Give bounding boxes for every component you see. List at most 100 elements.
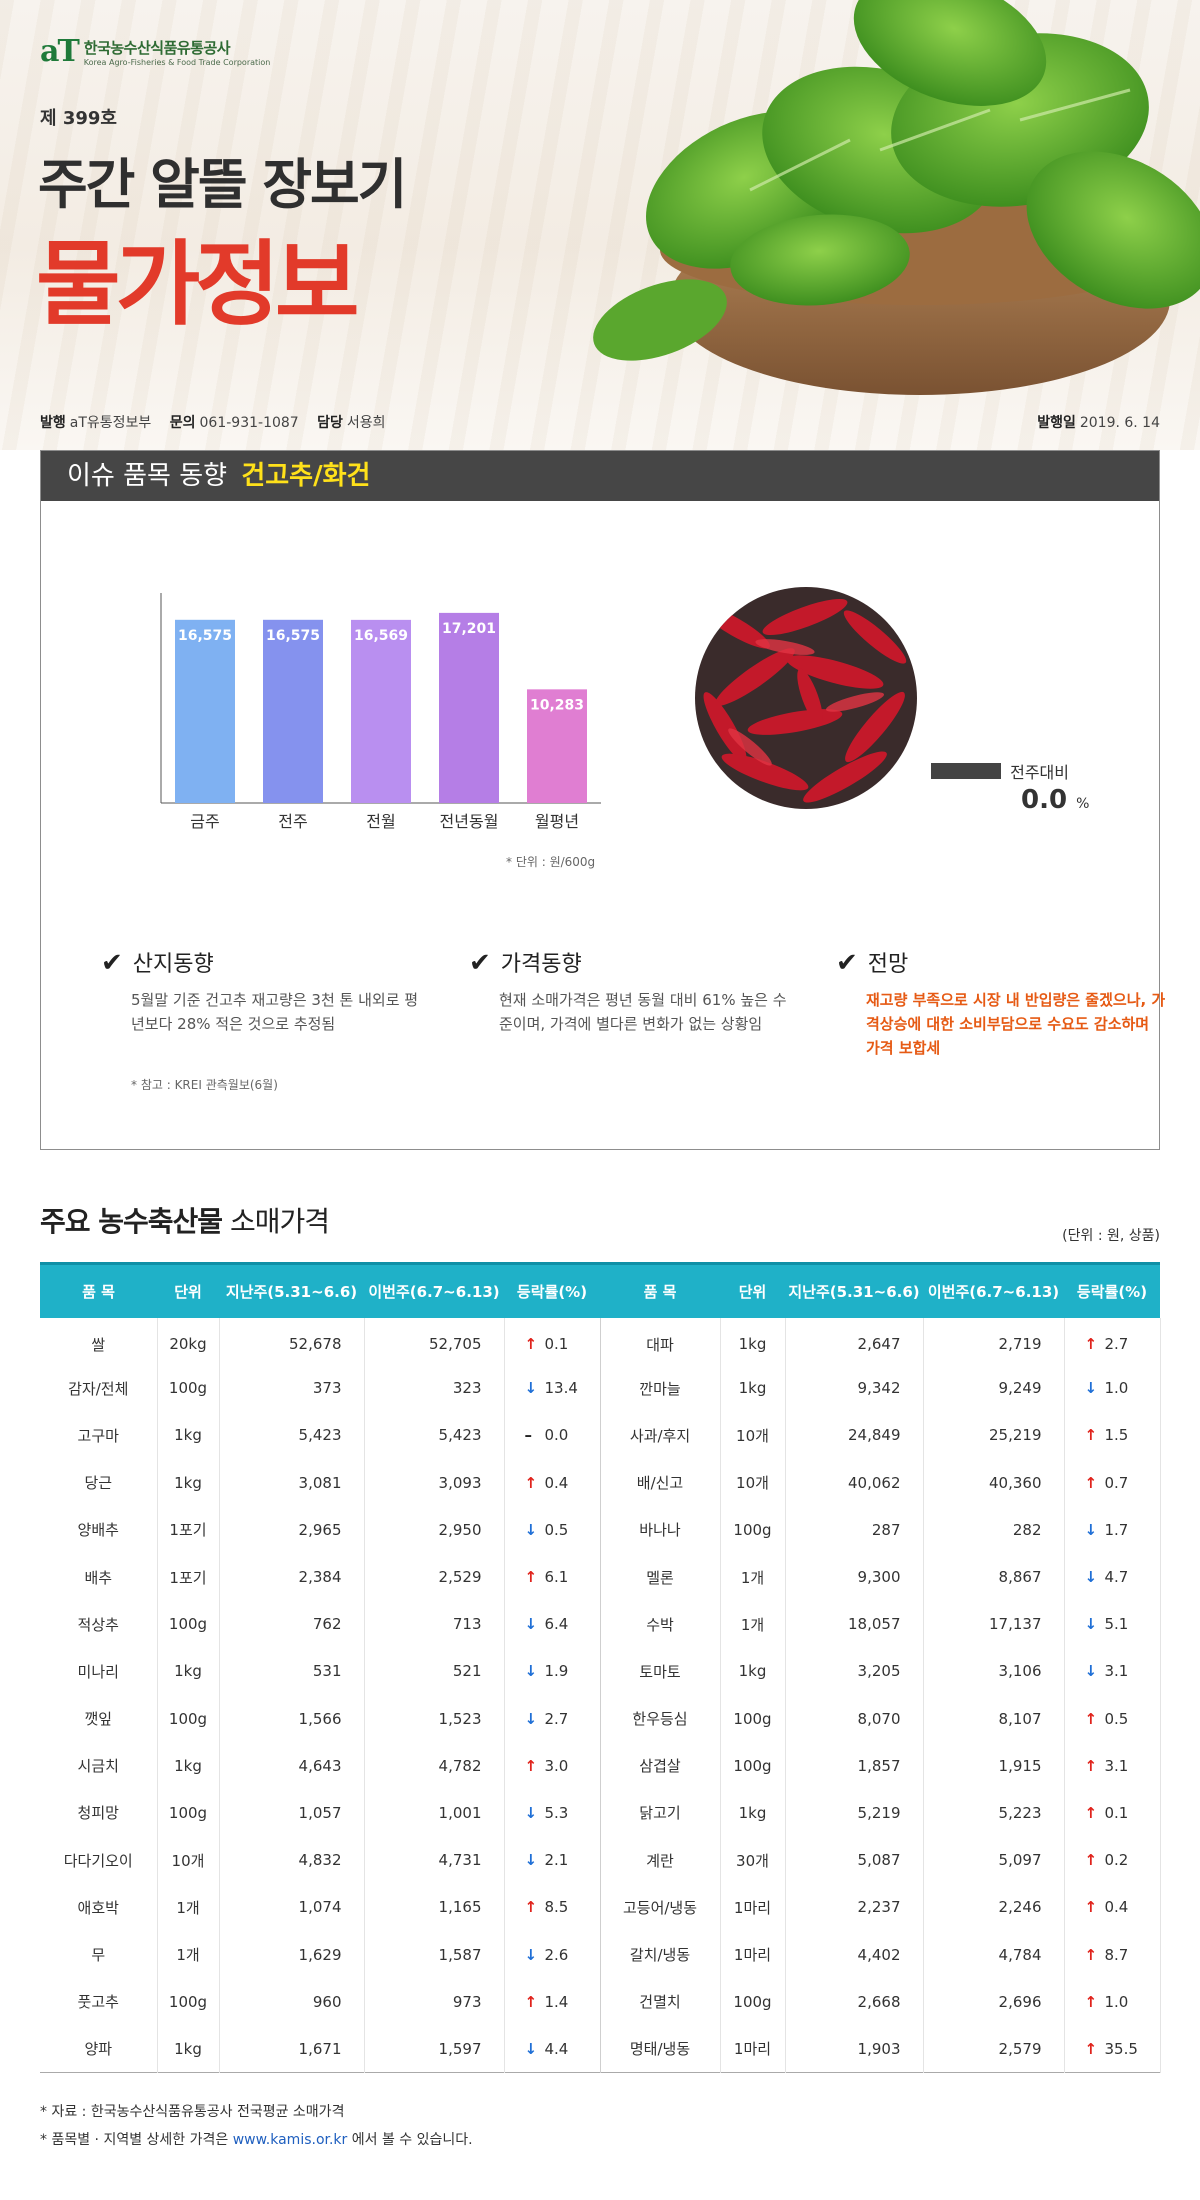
table-body: 쌀 20kg 52,678 52,705 ↑ 0.1 대파 1kg 2,647 2,719 ↑ 2.7… [40, 1317, 1161, 2073]
item-name: 배/신고 [600, 1459, 721, 1507]
change-rate-value: 0.1 [1104, 1803, 1129, 1822]
item-unit: 100g [157, 1978, 220, 2026]
column-header: 지난주(5.31~6.6) [219, 1262, 364, 1318]
item-unit: 1kg [157, 2025, 220, 2073]
item-name: 양파 [40, 2025, 158, 2073]
bar [527, 689, 587, 803]
logo-mark: aT [40, 34, 80, 69]
change-rate-value: 3.1 [1104, 1756, 1129, 1775]
item-unit: 100g [720, 1742, 786, 1790]
change-rate: ↓ 3.1 [1064, 1647, 1161, 1695]
table-row: 풋고추 100g 960 973 ↑ 1.4 건멸치 100g 2,668 2,696 ↑ 1.0 [40, 1978, 1161, 2026]
item-unit: 1마리 [720, 1883, 786, 1931]
publisher: aT유통정보부 [69, 415, 152, 431]
arrow-down-icon: ↓ [524, 1615, 538, 1634]
outlook: ✔ 전망 재고량 부족으로 시장 내 반입량은 줄겠으나, 가격상승에 대한 소비… [836, 946, 1166, 1060]
this-week-price: 9,249 [923, 1364, 1065, 1412]
arrow-down-icon: ↓ [524, 1803, 538, 1822]
item-unit: 1kg [157, 1459, 220, 1507]
this-week-price: 2,719 [923, 1317, 1065, 1365]
change-rate: ↓ 5.3 [504, 1789, 601, 1837]
item-name: 다다기오이 [40, 1836, 158, 1884]
logo-english: Korea Agro-Fisheries & Food Trade Corpor… [83, 57, 271, 67]
this-week-price: 5,097 [923, 1836, 1065, 1884]
item-unit: 1kg [157, 1742, 220, 1790]
item-name: 감자/전체 [40, 1364, 158, 1412]
change-rate-value: 0.4 [544, 1473, 569, 1492]
change-rate: ↑ 3.1 [1064, 1742, 1161, 1790]
issue-number: 제 399호 [40, 108, 117, 129]
arrow-down-icon: ↓ [524, 2039, 538, 2058]
arrow-down-icon: ↓ [524, 1520, 538, 1539]
arrow-up-icon: ↑ [1084, 1945, 1098, 1964]
contact-phone: 061-931-1087 [199, 415, 299, 431]
change-rate-value: 4.4 [544, 2039, 569, 2058]
prev-week-price: 9,342 [785, 1364, 924, 1412]
change-rate: ↓ 4.4 [504, 2025, 601, 2073]
this-week-price: 3,106 [923, 1647, 1065, 1695]
bar [175, 619, 235, 803]
this-week-price: 1,523 [364, 1695, 505, 1743]
prev-week-price: 1,629 [219, 1930, 365, 1979]
bar [351, 619, 411, 803]
table-header-row: 품 목 단위 지난주(5.31~6.6) 이번주(6.7~6.13) 등락률(%) 품 목… [40, 1262, 1160, 1318]
this-week-price: 4,782 [364, 1742, 505, 1790]
prev-week-price: 5,087 [785, 1836, 924, 1884]
item-unit: 1개 [157, 1883, 220, 1931]
check-icon: ✔ [469, 948, 491, 978]
this-week-price: 973 [364, 1978, 505, 2026]
table-row: 당근 1kg 3,081 3,093 ↑ 0.4 배/신고 10개 40,062 40,360 ↑ 0… [40, 1459, 1161, 1507]
change-rate-value: 35.5 [1104, 2039, 1138, 2058]
compare-unit: % [1076, 796, 1090, 812]
this-week-price: 2,246 [923, 1883, 1065, 1931]
item-name: 닭고기 [600, 1789, 721, 1837]
contact-label: 문의 [169, 415, 196, 431]
this-week-price: 1,001 [364, 1789, 505, 1837]
change-rate: ↑ 8.7 [1064, 1930, 1161, 1979]
change-rate-value: 0.4 [1104, 1898, 1129, 1917]
arrow-down-icon: ↓ [524, 1709, 538, 1728]
price-bar-chart: 16,575 금주 16,575 전주 16,569 전월 17,201 전년동월 10,283… [121, 581, 681, 841]
this-week-price: 17,137 [923, 1600, 1065, 1648]
this-week-price: 1,915 [923, 1742, 1065, 1790]
item-unit: 1마리 [720, 1930, 786, 1979]
prev-week-price: 287 [785, 1506, 924, 1554]
date-label: 발행일 [1037, 415, 1076, 431]
kamis-link[interactable]: www.kamis.or.kr [232, 2132, 348, 2148]
issue-heading: 이슈 품목 동향 건고추/화건 [41, 451, 1159, 501]
item-unit: 30개 [720, 1836, 786, 1884]
item-name: 갈치/냉동 [600, 1930, 721, 1979]
change-rate: ↓ 1.0 [1064, 1364, 1161, 1412]
prev-week-price: 40,062 [785, 1459, 924, 1507]
item-unit: 1kg [157, 1411, 220, 1460]
arrow-up-icon: ↑ [1084, 1992, 1098, 2011]
this-week-price: 2,950 [364, 1506, 505, 1554]
spinach-bowl-illustration [520, 0, 1200, 450]
change-rate-value: 13.4 [544, 1379, 578, 1398]
change-rate-value: 3.1 [1104, 1662, 1129, 1681]
header-banner: aT 한국농수산식품유통공사 Korea Agro-Fisheries & Fo… [0, 0, 1200, 450]
item-unit: 1kg [720, 1317, 786, 1365]
arrow-down-icon: ↓ [524, 1379, 538, 1398]
item-unit: 100g [157, 1695, 220, 1743]
arrow-up-icon: ↑ [524, 1335, 538, 1354]
arrow-down-icon: ↓ [1084, 1568, 1098, 1587]
this-week-price: 2,696 [923, 1978, 1065, 2026]
item-name: 당근 [40, 1459, 158, 1507]
price-trend: ✔ 가격동향 현재 소매가격은 평년 동월 대비 61% 높은 수준이며, 가격에… [469, 946, 799, 1036]
table-row: 깻잎 100g 1,566 1,523 ↓ 2.7 한우등심 100g 8,070 8,107 ↑ 0… [40, 1695, 1161, 1743]
this-week-price: 282 [923, 1506, 1065, 1554]
change-rate: ↓ 1.9 [504, 1647, 601, 1695]
table-row: 애호박 1개 1,074 1,165 ↑ 8.5 고등어/냉동 1마리 2,237 2,246 ↑ 0… [40, 1883, 1161, 1931]
item-unit: 1개 [157, 1930, 220, 1979]
change-rate-value: 0.7 [1104, 1473, 1129, 1492]
prev-week-price: 4,832 [219, 1836, 365, 1884]
this-week-price: 323 [364, 1364, 505, 1412]
change-rate: ↓ 0.5 [504, 1506, 601, 1554]
source-note: * 자료 : 한국농수산식품유통공사 전국평균 소매가격 [40, 2104, 345, 2120]
table-unit: (단위 : 원, 상품) [1062, 1228, 1160, 1244]
item-unit: 1kg [157, 1647, 220, 1695]
arrow-down-icon: ↓ [1084, 1615, 1098, 1634]
item-name: 수박 [600, 1600, 721, 1648]
item-unit: 100g [157, 1364, 220, 1412]
